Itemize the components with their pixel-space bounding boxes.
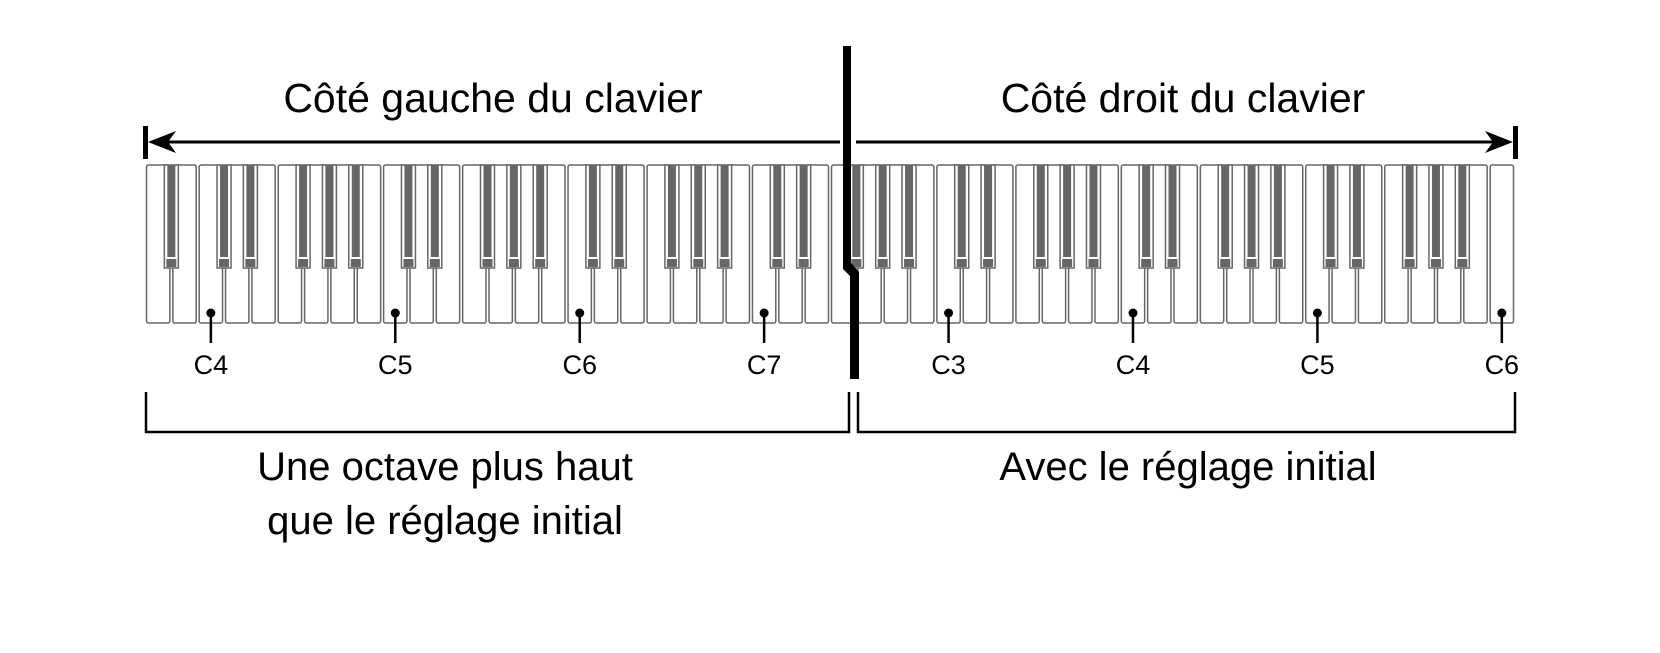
black-key-front — [166, 259, 177, 267]
right-bracket — [856, 392, 1517, 434]
black-key — [799, 165, 808, 257]
range-arrow — [143, 126, 1518, 159]
black-key-front — [614, 259, 625, 267]
black-key — [694, 165, 703, 257]
black-key-front — [1351, 259, 1362, 267]
black-key — [1326, 165, 1335, 257]
piano-keyboard — [145, 164, 1515, 324]
black-key-front — [1246, 259, 1257, 267]
black-key-front — [429, 259, 440, 267]
black-key — [720, 165, 729, 257]
black-key — [878, 165, 887, 257]
black-key — [588, 165, 597, 257]
black-key-front — [1272, 259, 1283, 267]
note-label-c5: C5 — [1300, 350, 1335, 380]
left-range-note-line2: que le réglage initial — [267, 499, 623, 543]
black-key — [1089, 165, 1098, 257]
left-side-title: Côté gauche du clavier — [283, 75, 702, 121]
black-key — [957, 165, 966, 257]
right-side-title: Côté droit du clavier — [1001, 75, 1366, 121]
black-key-front — [219, 259, 230, 267]
black-key — [404, 165, 413, 257]
black-key — [667, 165, 676, 257]
split-point-line — [843, 46, 859, 379]
note-label-c4: C4 — [1116, 350, 1151, 380]
black-key-front — [877, 259, 888, 267]
black-key-front — [666, 259, 677, 267]
black-key-front — [1141, 259, 1152, 267]
black-key — [1405, 165, 1414, 257]
black-key-front — [482, 259, 493, 267]
left-end-bar — [143, 126, 148, 159]
left-bracket — [144, 392, 851, 434]
black-key — [1352, 165, 1361, 257]
black-key — [325, 165, 334, 257]
right-range-note: Avec le réglage initial — [999, 445, 1376, 489]
black-key-front — [587, 259, 598, 267]
arrow-left-head-icon — [148, 131, 176, 153]
note-label-c7: C7 — [747, 350, 782, 380]
black-key-front — [508, 259, 519, 267]
black-key-front — [798, 259, 809, 267]
left-range-note-line1: Une octave plus haut — [257, 445, 633, 489]
right-end-bar — [1513, 126, 1518, 159]
note-label-c6: C6 — [1485, 350, 1520, 380]
black-key-front — [1430, 259, 1441, 267]
black-key — [351, 165, 360, 257]
black-key-front — [245, 259, 256, 267]
note-label-c6: C6 — [562, 350, 597, 380]
black-key-front — [1325, 259, 1336, 267]
black-key-front — [1220, 259, 1231, 267]
note-label-c5: C5 — [378, 350, 413, 380]
black-key-front — [693, 259, 704, 267]
black-key-front — [1457, 259, 1468, 267]
black-key — [905, 165, 914, 257]
black-key-front — [1088, 259, 1099, 267]
black-key — [299, 165, 308, 257]
black-key-front — [851, 259, 862, 267]
black-key-front — [983, 259, 994, 267]
black-key — [984, 165, 993, 257]
black-key-front — [324, 259, 335, 267]
black-key-front — [1035, 259, 1046, 267]
note-label-c4: C4 — [194, 350, 229, 380]
black-key — [1431, 165, 1440, 257]
note-markers: C4 C5 C6 C7 C3 C4 C5 C6 — [194, 308, 1520, 380]
black-key-front — [1167, 259, 1178, 267]
black-key-front — [350, 259, 361, 267]
black-key — [1273, 165, 1282, 257]
black-key — [1168, 165, 1177, 257]
black-key-front — [1062, 259, 1073, 267]
black-key — [1142, 165, 1151, 257]
black-key — [483, 165, 492, 257]
black-key — [1458, 165, 1467, 257]
note-label-c3: C3 — [931, 350, 966, 380]
black-key — [773, 165, 782, 257]
black-key — [509, 165, 518, 257]
black-key — [536, 165, 545, 257]
black-key — [1247, 165, 1256, 257]
black-key — [852, 165, 861, 257]
black-key-front — [298, 259, 309, 267]
black-key-front — [403, 259, 414, 267]
black-key-front — [956, 259, 967, 267]
black-key — [1221, 165, 1230, 257]
black-key — [220, 165, 229, 257]
black-key-front — [719, 259, 730, 267]
black-key-front — [904, 259, 915, 267]
black-key — [1036, 165, 1045, 257]
black-key — [167, 165, 176, 257]
black-key — [246, 165, 255, 257]
black-key-front — [535, 259, 546, 267]
black-key — [430, 165, 439, 257]
black-key — [1063, 165, 1072, 257]
white-key — [1489, 164, 1515, 324]
black-key-front — [772, 259, 783, 267]
black-key-front — [1404, 259, 1415, 267]
black-key — [615, 165, 624, 257]
arrow-right-head-icon — [1485, 131, 1513, 153]
